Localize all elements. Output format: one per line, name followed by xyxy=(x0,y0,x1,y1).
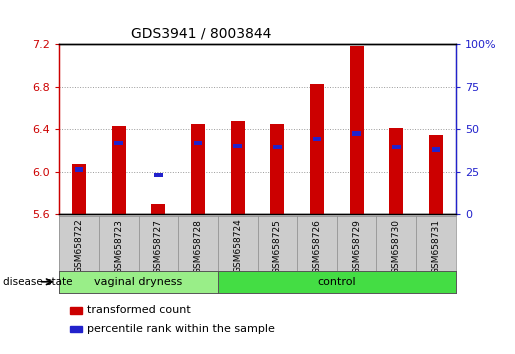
Text: GSM658728: GSM658728 xyxy=(194,219,202,274)
Text: GDS3941 / 8003844: GDS3941 / 8003844 xyxy=(131,26,271,40)
Bar xyxy=(270,124,284,214)
Bar xyxy=(352,131,361,136)
Bar xyxy=(72,164,86,214)
Text: percentile rank within the sample: percentile rank within the sample xyxy=(87,324,274,334)
Bar xyxy=(231,121,245,214)
Bar xyxy=(114,141,123,145)
Bar xyxy=(151,204,165,214)
Bar xyxy=(389,128,403,214)
Text: GSM658731: GSM658731 xyxy=(432,219,440,274)
Bar xyxy=(191,124,205,214)
Bar xyxy=(273,145,282,149)
Bar xyxy=(392,145,401,149)
Text: GSM658723: GSM658723 xyxy=(114,219,123,274)
Text: control: control xyxy=(317,277,356,287)
Bar xyxy=(350,46,364,214)
Bar xyxy=(429,135,443,214)
Text: GSM658729: GSM658729 xyxy=(352,219,361,274)
Text: transformed count: transformed count xyxy=(87,306,191,315)
Text: GSM658730: GSM658730 xyxy=(392,219,401,274)
Text: GSM658727: GSM658727 xyxy=(154,219,163,274)
Text: disease state: disease state xyxy=(3,277,72,287)
Bar xyxy=(432,147,440,152)
Text: GSM658724: GSM658724 xyxy=(233,219,242,273)
Bar xyxy=(310,84,324,214)
Text: GSM658726: GSM658726 xyxy=(313,219,321,274)
Bar xyxy=(154,173,163,177)
Bar xyxy=(194,141,202,145)
Bar xyxy=(233,144,242,148)
Bar xyxy=(112,126,126,214)
Text: vaginal dryness: vaginal dryness xyxy=(94,277,183,287)
Bar xyxy=(75,167,83,172)
Text: GSM658725: GSM658725 xyxy=(273,219,282,274)
Text: GSM658722: GSM658722 xyxy=(75,219,83,273)
Bar xyxy=(313,137,321,141)
